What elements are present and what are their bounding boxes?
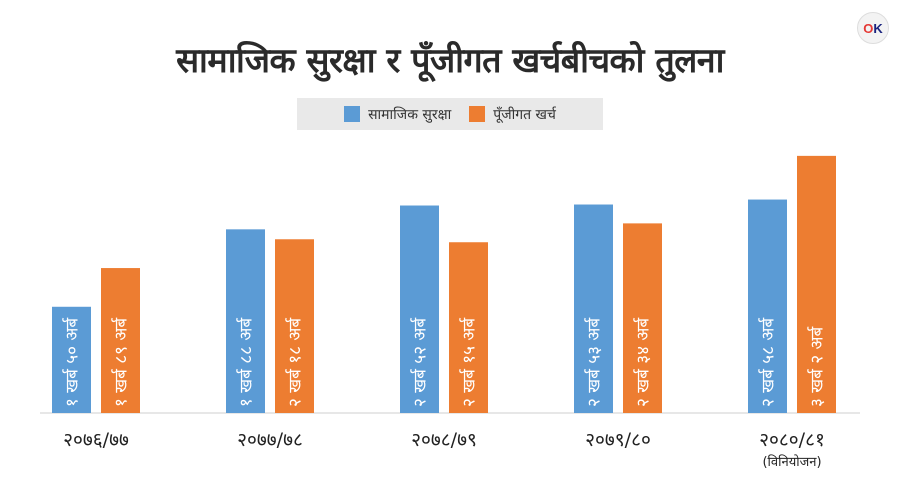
bar-capital-expenditure-2: [449, 242, 488, 413]
bar-social-security-1: [226, 229, 265, 413]
data-label-social-security-0: १ खर्ब ५० अर्ब: [62, 317, 83, 407]
legend-item-social-security: सामाजिक सुरक्षा: [344, 105, 451, 124]
bar-social-security-2: [400, 205, 439, 413]
bar-capital-expenditure-0: [101, 268, 140, 413]
bar-capital-expenditure-3: [623, 223, 662, 413]
x-tick-label-0: २०७६/७७: [63, 429, 129, 451]
legend-label-capital-expenditure: पूँजीगत खर्च: [493, 106, 556, 123]
legend-label-social-security: सामाजिक सुरक्षा: [368, 106, 452, 123]
bar-social-security-4: [748, 199, 787, 413]
bar-social-security-3: [574, 204, 613, 413]
x-tick-label-1: २०७७/७८: [237, 429, 303, 451]
bar-social-security-0: [52, 306, 91, 413]
legend-swatch-capital-expenditure: [469, 106, 486, 122]
data-label-capital-expenditure-2: २ खर्ब १५ अर्ब: [459, 317, 480, 407]
data-label-capital-expenditure-3: २ खर्ब ३४ अर्ब: [633, 317, 654, 407]
data-label-capital-expenditure-1: २ खर्ब १८ अर्ब: [285, 317, 306, 407]
x-tick-label-2: २०७८/७९: [411, 429, 477, 451]
x-tick-label-3: २०७९/८०: [585, 429, 651, 451]
data-label-capital-expenditure-4: ३ खर्ब २ अर्ब: [807, 326, 828, 407]
legend: सामाजिक सुरक्षा पूँजीगत खर्च: [297, 98, 603, 130]
x-tick-note-4: (विनियोजन): [762, 454, 821, 470]
chart-title: सामाजिक सुरक्षा र पूँजीगत खर्चबीचको तुलन…: [176, 41, 724, 81]
bar-capital-expenditure-1: [275, 239, 314, 413]
x-tick-label-4: २०८०/८१: [759, 429, 825, 451]
bar-capital-expenditure-4: [797, 155, 836, 413]
legend-item-capital-expenditure: पूँजीगत खर्च: [469, 105, 556, 124]
data-label-capital-expenditure-0: १ खर्ब ८९ अर्ब: [111, 317, 132, 407]
data-label-social-security-4: २ खर्ब ५८ अर्ब: [758, 317, 779, 407]
data-label-social-security-3: २ खर्ब ५३ अर्ब: [584, 317, 605, 407]
data-label-social-security-2: २ खर्ब ५२ अर्ब: [410, 317, 431, 407]
data-label-social-security-1: १ खर्ब ८८ अर्ब: [236, 317, 257, 407]
legend-swatch-social-security: [344, 106, 361, 122]
